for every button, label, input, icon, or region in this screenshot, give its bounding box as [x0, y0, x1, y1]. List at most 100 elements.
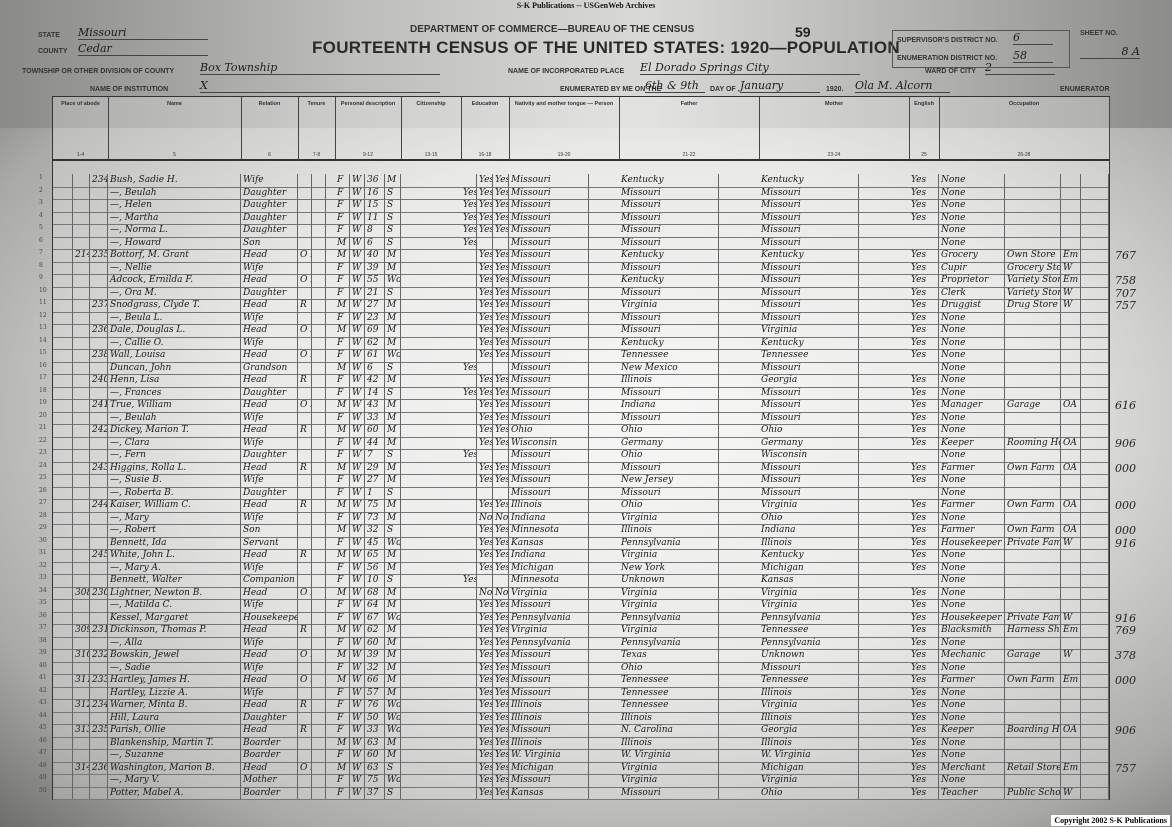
table-cell — [53, 311, 73, 324]
table-cell: Wd — [387, 611, 401, 624]
table-cell: Yes — [495, 386, 509, 399]
line-number: 41 — [39, 674, 47, 681]
table-cell — [73, 286, 90, 299]
table-cell: 32 — [365, 661, 385, 674]
table-cell: Missouri — [509, 249, 589, 262]
table-cell: Daughter — [241, 199, 298, 212]
table-cell: OA — [1061, 461, 1081, 474]
table-cell — [312, 224, 326, 237]
line-number: 31 — [39, 549, 47, 556]
table-cell: Boarding House — [1007, 724, 1061, 737]
table-cell: 33 — [365, 724, 385, 737]
table-cell: W — [350, 249, 365, 262]
table-cell — [53, 636, 73, 649]
table-cell: None — [939, 236, 1005, 249]
table-cell: W — [350, 199, 365, 212]
table-cell: —, Mary V. — [108, 774, 241, 787]
table-cell: Yes — [463, 199, 477, 212]
table-cell: 66 — [365, 674, 385, 687]
table-cell: No — [495, 586, 509, 599]
table-cell: Head — [241, 324, 298, 337]
table-cell: Missouri — [759, 236, 859, 249]
line-number: 35 — [39, 599, 47, 606]
table-cell: Own Farm — [1005, 499, 1061, 512]
table-cell — [1081, 361, 1109, 374]
table-cell: W — [350, 624, 365, 637]
table-cell: 63 — [365, 761, 385, 774]
table-cell: Michigan — [509, 561, 589, 574]
table-cell: M — [335, 649, 350, 662]
margin-code: 906 — [1115, 724, 1136, 737]
table-cell — [53, 611, 73, 624]
table-cell: M — [385, 686, 401, 699]
table-cell: W — [1061, 611, 1081, 624]
table-cell — [1061, 349, 1081, 362]
table-cell: Kentucky — [759, 549, 859, 562]
table-cell: M — [385, 736, 401, 749]
column-header: Relation 6 — [241, 97, 299, 159]
table-cell — [909, 449, 939, 462]
table-cell: Ohio — [619, 424, 719, 437]
column-header-label: Relation — [258, 101, 281, 107]
table-cell: 56 — [365, 561, 385, 574]
table-cell: Yes — [495, 261, 509, 274]
table-cell: Grandson — [241, 361, 298, 374]
table-row: 37309231Dickinson, Thomas P.HeadRMW62MYe… — [39, 624, 1136, 638]
table-cell — [90, 786, 108, 799]
table-cell: Minnesota — [509, 524, 589, 537]
table-cell — [73, 574, 90, 587]
table-cell — [90, 736, 108, 749]
table-cell: W — [350, 474, 365, 487]
table-cell — [73, 211, 90, 224]
table-cell: Virginia — [759, 774, 859, 787]
table-cell: Wd — [387, 536, 401, 549]
table-cell: 65 — [365, 549, 385, 562]
table-cell: Missouri — [619, 324, 719, 337]
table-cell: Tennessee — [619, 686, 719, 699]
table-cell — [298, 449, 312, 462]
table-cell: None — [939, 174, 1005, 187]
table-cell: Yes — [495, 524, 509, 537]
table-cell: M — [335, 361, 350, 374]
table-row: 11 237 Snodgrass, Clyde T. Head R M W 27 M Yes Yes… — [39, 299, 1136, 313]
table-cell — [1005, 561, 1061, 574]
table-cell — [73, 636, 90, 649]
table-cell: 234 — [92, 174, 108, 187]
table-cell: Ohio — [619, 449, 719, 462]
table-cell: Yes — [909, 561, 939, 574]
table-cell — [312, 661, 326, 674]
table-row: 14 —, Callie O. Wife F W 62 M Yes Yes Missouri Ken… — [39, 336, 1109, 350]
column-header-label: English — [914, 101, 934, 107]
table-cell — [298, 661, 312, 674]
margin-code: 000 — [1115, 524, 1136, 537]
table-cell: 39 — [365, 261, 385, 274]
table-cell: Missouri — [759, 411, 859, 424]
table-cell — [53, 449, 73, 462]
table-cell — [73, 174, 90, 187]
table-cell: 23 — [365, 311, 385, 324]
table-cell: None — [939, 511, 1005, 524]
table-cell: Missouri — [619, 186, 719, 199]
table-cell — [298, 361, 312, 374]
table-cell: White, John L. — [108, 549, 241, 562]
table-cell: Ohio — [759, 511, 859, 524]
table-cell: Kansas — [509, 536, 589, 549]
table-cell: 6 — [365, 236, 385, 249]
table-cell: M — [335, 674, 350, 687]
table-cell — [312, 749, 326, 762]
table-cell — [90, 386, 108, 399]
table-cell: Hill, Laura — [108, 711, 241, 724]
table-cell: F — [335, 274, 350, 287]
table-cell: W — [350, 649, 365, 662]
table-cell: F — [335, 311, 350, 324]
table-cell: F — [335, 536, 350, 549]
table-cell: —, Frances — [108, 386, 241, 399]
table-cell: None — [939, 699, 1005, 712]
table-cell: Hartley, James H. — [108, 674, 241, 687]
table-cell: R — [298, 424, 312, 437]
table-cell — [90, 599, 108, 612]
table-cell: W — [350, 561, 365, 574]
table-cell: Yes — [495, 174, 509, 187]
